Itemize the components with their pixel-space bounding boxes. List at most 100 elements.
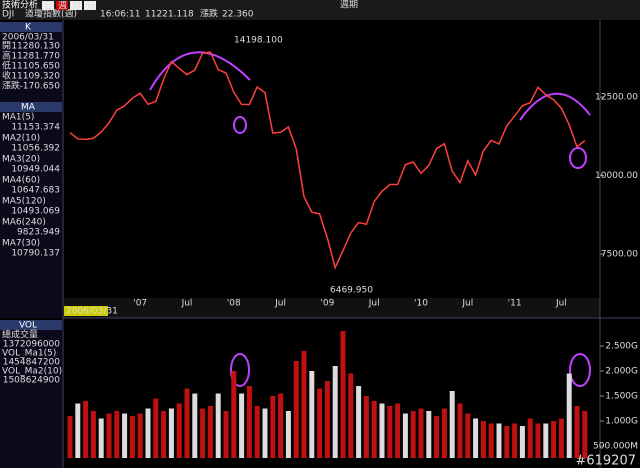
volume-bar — [504, 426, 510, 458]
volume-bar — [223, 411, 229, 458]
volume-bar — [434, 416, 440, 458]
ma-label: MA7(30) — [2, 239, 40, 249]
x-tick-label: '09 — [320, 299, 334, 309]
ma-header: MA — [21, 103, 36, 113]
period-button[interactable] — [84, 1, 96, 10]
highlight — [569, 147, 587, 169]
time: 16:06:11 — [100, 10, 140, 20]
volume-bar — [168, 408, 174, 458]
volume-bar — [324, 381, 330, 458]
ohlc-value: 11281.770 — [11, 52, 60, 62]
ohlc-label: 漲跌 — [2, 81, 20, 92]
volume-bar — [426, 411, 432, 458]
volume-bar — [215, 393, 221, 458]
change-label: 漲跌 — [200, 9, 218, 20]
date: 2006/03/31 — [2, 33, 54, 43]
ma-value: 9823.949 — [17, 228, 60, 238]
ohlc-label: 收 — [2, 70, 11, 82]
vol-value: 1454847200 — [3, 358, 61, 368]
volume-bar — [566, 373, 572, 458]
volume-bar — [371, 401, 377, 458]
period-label: 週 — [58, 1, 67, 12]
volume-bar — [348, 373, 354, 458]
volume-bar — [527, 418, 533, 458]
ma-header-bg — [0, 102, 62, 112]
info-panel — [0, 22, 62, 318]
volume-bar — [137, 413, 143, 458]
volume-bar — [317, 388, 323, 458]
volume-bar — [558, 418, 564, 458]
volume-bar — [332, 366, 338, 458]
volume-bar — [410, 411, 416, 458]
pattern-arc — [149, 51, 251, 91]
volume-bar — [285, 411, 291, 458]
period-label: 日 — [44, 1, 53, 12]
symbol-name: 道瓊指數(週) — [25, 8, 77, 20]
ma-label: MA2(10) — [2, 134, 40, 144]
y-tick-label: 1.500G — [605, 392, 638, 402]
period-button[interactable] — [56, 1, 68, 10]
y-tick-label: 2.000G — [605, 367, 638, 377]
volume-bar — [582, 411, 588, 458]
y-tick-label: 12500.00 — [595, 93, 638, 103]
ma-label: MA4(60) — [2, 176, 40, 186]
volume-bar — [473, 418, 479, 458]
ohlc-value: 11280.130 — [11, 42, 60, 52]
ma-label: MA5(120) — [2, 197, 46, 207]
volume-bar — [480, 421, 486, 458]
annotation: 6469.950 — [330, 286, 373, 296]
ohlc-value: -170.650 — [20, 82, 61, 92]
ohlc-value: 11105.650 — [11, 62, 60, 72]
vol-value: 1372096000 — [3, 340, 61, 350]
cycle: 週期 — [340, 0, 358, 11]
volume-bar — [176, 403, 182, 458]
pattern-arc — [519, 92, 591, 121]
volume-bar — [441, 408, 447, 458]
volume-bar — [246, 386, 252, 458]
volume-bar — [122, 413, 128, 458]
y-tick-label: 2.500G — [605, 342, 638, 352]
volume-bar — [83, 401, 89, 458]
vol-label: VOL_Ma1(5) — [2, 349, 56, 359]
volume-bar — [535, 423, 541, 458]
k-header-bg — [0, 22, 62, 32]
volume-bar — [465, 413, 471, 458]
x-tick-label: Jul — [181, 299, 193, 309]
ma-label: MA1(5) — [2, 113, 34, 123]
watermark: #619207 — [575, 454, 636, 468]
x-axis-band — [64, 298, 600, 318]
volume-bar — [270, 396, 276, 458]
price: 11221.118 — [145, 10, 194, 20]
period-button[interactable] — [70, 1, 82, 10]
volume-bar — [488, 423, 494, 458]
app-title: 技術分析 — [2, 0, 38, 11]
volume-bar — [387, 406, 393, 458]
vol-label: VOL_Ma2(10) — [2, 367, 62, 377]
volume-bar — [67, 416, 73, 458]
ohlc-label: 低 — [2, 60, 11, 72]
k-header: K — [25, 23, 32, 33]
price-line — [69, 51, 586, 270]
volume-bar — [114, 411, 120, 458]
highlight — [230, 353, 250, 387]
volume-bar — [278, 393, 284, 458]
ma-value: 10493.069 — [11, 207, 60, 217]
volume-bar — [129, 416, 135, 458]
ma-label: MA6(240) — [2, 218, 46, 228]
highlight — [569, 353, 591, 387]
vol-header-bg — [0, 320, 62, 330]
ma-value: 11153.374 — [11, 123, 60, 133]
x-tick-label: '11 — [508, 299, 522, 309]
volume-bar — [457, 403, 463, 458]
symbol: DJI — [2, 10, 14, 20]
volume-bar — [309, 371, 315, 458]
period-button[interactable] — [42, 1, 54, 10]
volume-bar — [184, 388, 190, 458]
x-tick-label: Jul — [461, 299, 473, 309]
volume-bar — [496, 423, 502, 458]
volume-bar — [301, 351, 307, 458]
volume-bar — [379, 403, 385, 458]
vol-label: 總成交量 — [2, 329, 38, 341]
toolbar — [0, 0, 640, 20]
